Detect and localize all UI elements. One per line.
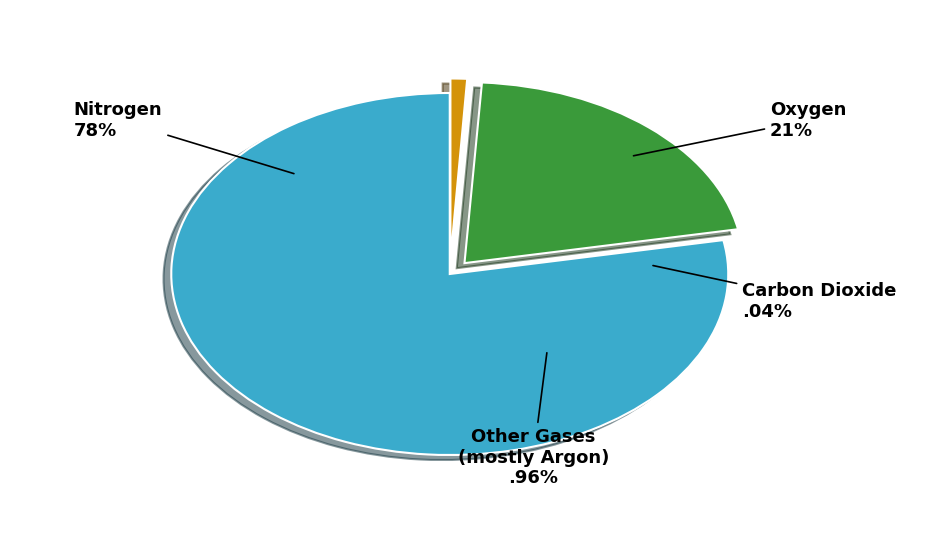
Wedge shape <box>450 78 467 260</box>
Wedge shape <box>171 93 728 455</box>
Wedge shape <box>464 83 738 263</box>
Wedge shape <box>451 79 469 260</box>
Text: Carbon Dioxide
.04%: Carbon Dioxide .04% <box>653 266 897 321</box>
Text: Oxygen
21%: Oxygen 21% <box>633 101 846 156</box>
Text: Other Gases
(mostly Argon)
.96%: Other Gases (mostly Argon) .96% <box>458 353 609 488</box>
Text: Nitrogen
78%: Nitrogen 78% <box>73 101 294 174</box>
